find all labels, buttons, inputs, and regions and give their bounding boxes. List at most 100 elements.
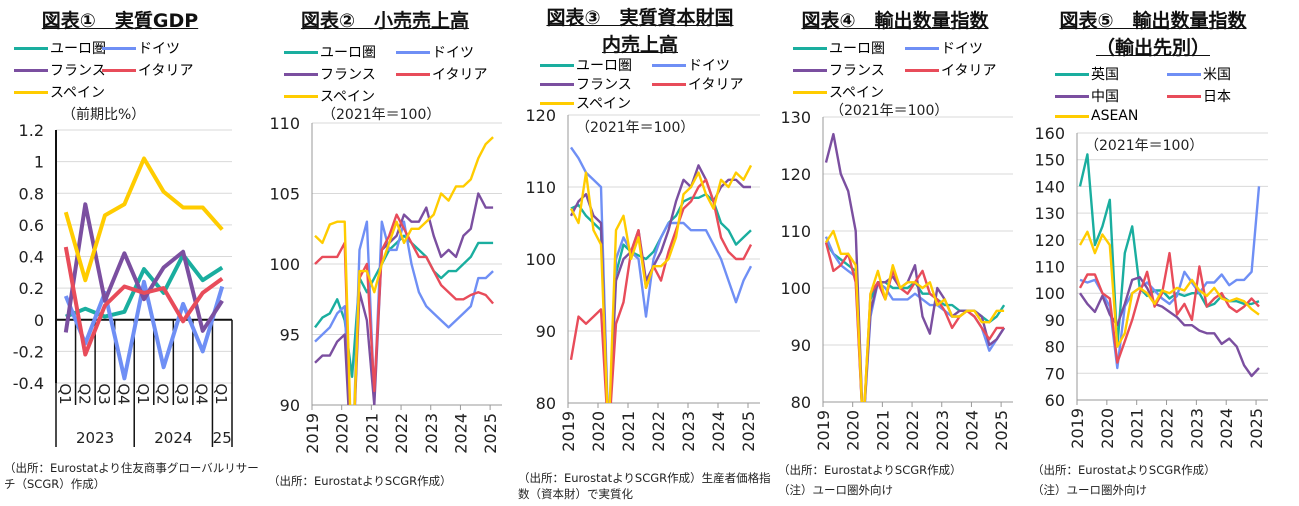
legend-label: フランス xyxy=(576,77,632,93)
y-tick-label: 105 xyxy=(269,185,300,204)
x-tick-label: 2019 xyxy=(303,413,322,454)
legend-label: スペイン xyxy=(576,96,632,112)
y-tick-label: -0.2 xyxy=(13,342,44,361)
series-line-2 xyxy=(63,279,225,381)
legend-label: スペイン xyxy=(320,89,376,105)
x-tick-label: 2021 xyxy=(362,413,381,454)
source-note: （出所：EurostatよりSCGR作成） xyxy=(1032,463,1216,477)
legend-swatch xyxy=(102,46,136,50)
x-tick-label: 2024 xyxy=(962,410,981,451)
series-line-5 xyxy=(1078,230,1260,348)
legend-swatch xyxy=(540,101,574,105)
x-category-label: Q4 xyxy=(114,383,132,404)
y-tick-label: 1 xyxy=(34,153,44,172)
x-group-label: 2023 xyxy=(76,429,114,447)
y-tick-label: 130 xyxy=(780,108,811,127)
legend-label: スペイン xyxy=(50,85,106,101)
legend-item: ドイツ xyxy=(905,38,983,58)
unit-label: （2021年＝100） xyxy=(322,107,441,123)
legend-label: ASEAN xyxy=(1091,108,1139,124)
legend-swatch xyxy=(14,46,48,50)
x-tick-label: 2019 xyxy=(814,410,833,451)
chart-1: 1.210.80.60.40.20-0.2-0.4 Q1 Q2 Q3 Q4 Q1 Q2 Q3 Q… xyxy=(13,121,233,447)
x-tick-label: 2021 xyxy=(1128,408,1147,449)
legend-swatch xyxy=(1167,72,1201,76)
footnote: （注）ユーロ圏外向け xyxy=(1032,483,1147,497)
legend-item: フランス xyxy=(540,74,632,94)
chart-title-line2: （輸出先別） xyxy=(1095,37,1210,59)
series-line-1 xyxy=(314,234,494,378)
y-tick-label: 100 xyxy=(1034,284,1065,303)
legend-swatch xyxy=(284,50,318,54)
legend-swatch xyxy=(396,72,430,76)
series-line-1 xyxy=(1078,153,1260,348)
x-tick-label: 2024 xyxy=(1217,408,1236,449)
x-category-label: Q1 xyxy=(134,383,152,404)
series-line-3 xyxy=(1079,276,1260,378)
legend-label: フランス xyxy=(320,67,376,83)
series-line-4 xyxy=(1078,251,1260,364)
y-tick-label: 160 xyxy=(1034,124,1065,143)
chart-title: 図表② 小売売上高 xyxy=(300,10,470,32)
legend-item: スペイン xyxy=(540,93,631,113)
legend-label: スペイン xyxy=(829,85,885,101)
y-tick-label: 100 xyxy=(525,250,556,269)
legend-label: ユーロ圏 xyxy=(829,41,885,57)
legend-label: 英国 xyxy=(1091,67,1119,83)
x-category-label: Q3 xyxy=(173,383,191,404)
legend-swatch xyxy=(14,68,48,72)
legend-swatch xyxy=(396,50,430,54)
legend-label: ドイツ xyxy=(688,58,730,74)
legend-label: ユーロ圏 xyxy=(50,41,106,57)
x-category-label: Q4 xyxy=(193,383,211,404)
x-tick-label: 2025 xyxy=(1247,408,1266,449)
x-tick-label: 2019 xyxy=(1068,408,1087,449)
legend-item: フランス xyxy=(793,60,885,80)
legend-swatch xyxy=(1055,72,1089,76)
y-tick-label: 60 xyxy=(1045,391,1065,410)
series-line-4 xyxy=(63,246,224,357)
y-tick-label: 80 xyxy=(536,394,556,413)
legend-swatch xyxy=(1055,94,1089,98)
legend-label: フランス xyxy=(829,63,885,79)
x-tick-label: 2025 xyxy=(992,410,1011,451)
series-line-4 xyxy=(569,178,753,403)
x-category-label: Q2 xyxy=(75,383,93,404)
legend-label: 米国 xyxy=(1203,67,1231,83)
x-group-label: 25 xyxy=(213,429,232,447)
legend-swatch xyxy=(793,46,827,50)
x-tick-label: 2020 xyxy=(844,410,863,451)
x-tick-label: 2022 xyxy=(903,410,922,451)
x-group-label: 2024 xyxy=(154,429,192,447)
legend-label: ユーロ圏 xyxy=(576,58,632,74)
chart-title: 図表③ 実質資本財国 xyxy=(546,7,734,29)
x-tick-label: 2023 xyxy=(679,411,698,452)
unit-label: （前期比%） xyxy=(62,107,146,123)
series-line-5 xyxy=(824,229,1005,402)
x-tick-label: 2023 xyxy=(1187,408,1206,449)
source-note: （出所：EurostatよりSCGR作成） xyxy=(778,463,962,477)
y-tick-label: 80 xyxy=(791,393,811,412)
legend-item: スペイン xyxy=(14,82,105,102)
chart-title: 図表④ 輸出数量指数 xyxy=(801,10,989,32)
legend-label: ドイツ xyxy=(432,45,474,61)
legend-label: イタリア xyxy=(688,77,744,93)
chart-title: 図表⑤ 輸出数量指数 xyxy=(1059,10,1247,32)
series-line-3 xyxy=(314,192,494,405)
y-tick-label: 1.2 xyxy=(19,121,44,140)
x-tick-label: 2021 xyxy=(873,410,892,451)
legend-item: ユーロ圏 xyxy=(14,38,106,58)
legend-swatch xyxy=(540,82,574,86)
unit-label: （2021年＝100） xyxy=(830,103,949,119)
x-tick-label: 2024 xyxy=(709,411,728,452)
legend-item: フランス xyxy=(284,64,376,84)
legend-item: スペイン xyxy=(793,82,884,102)
legend-item: 米国 xyxy=(1167,64,1231,84)
y-tick-label: 100 xyxy=(780,279,811,298)
legend-swatch xyxy=(284,72,318,76)
y-tick-label: 120 xyxy=(1034,231,1065,250)
y-tick-label: 140 xyxy=(1034,177,1065,196)
legend-item: イタリア xyxy=(102,60,193,80)
